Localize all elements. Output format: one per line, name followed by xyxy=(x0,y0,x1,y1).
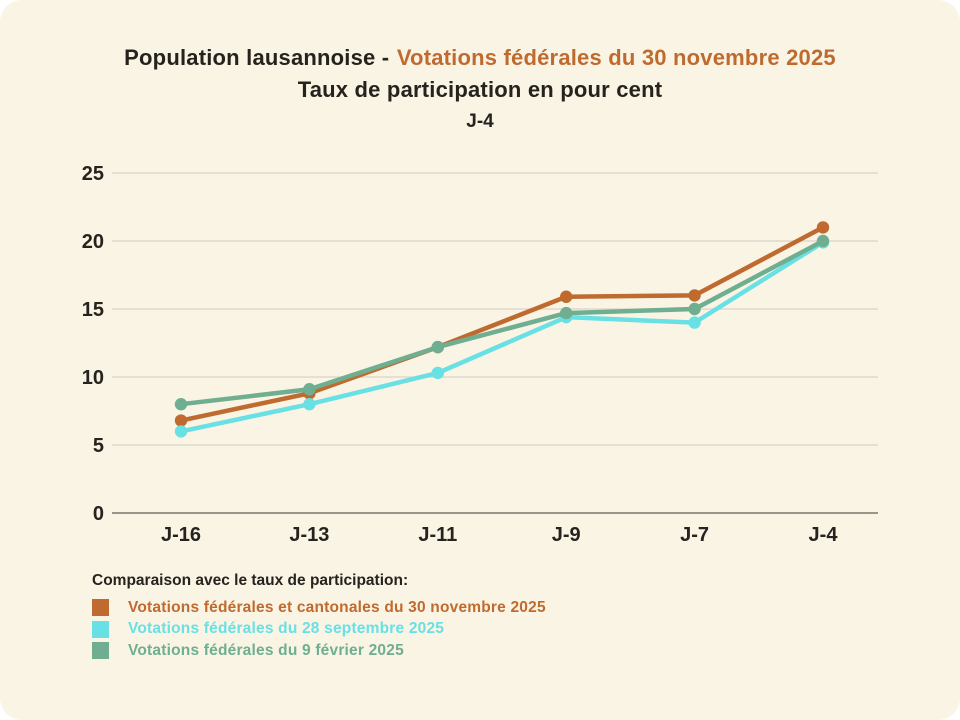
chart-subtitle: Taux de participation en pour cent xyxy=(297,77,663,102)
series-line-2 xyxy=(178,238,826,407)
legend-swatch-cyan xyxy=(92,620,109,638)
data-point xyxy=(174,414,188,427)
data-point xyxy=(688,289,701,302)
legend-title: Comparaison avec le taux de participatio… xyxy=(92,572,409,589)
legend-label: Votations fédérales et cantonales du 30 … xyxy=(128,598,546,616)
data-point xyxy=(303,383,316,396)
y-tick-label: 20 xyxy=(82,231,104,253)
legend-item: Votations fédérales du 28 septembre 2025 xyxy=(92,619,546,641)
data-point xyxy=(688,316,701,329)
data-point xyxy=(816,221,830,234)
data-point xyxy=(174,425,188,438)
legend-item: Votations fédérales du 9 février 2025 xyxy=(92,640,546,662)
data-point xyxy=(816,234,830,248)
x-tick-label: J-13 xyxy=(289,524,329,546)
legend-label: Votations fédérales du 9 février 2025 xyxy=(128,641,404,659)
x-tick-label: J-4 xyxy=(809,524,839,546)
legend-swatch-teal xyxy=(92,642,109,660)
day-annotation: J-4 xyxy=(466,111,494,132)
data-point xyxy=(174,398,188,411)
x-tick-label: J-11 xyxy=(418,524,457,546)
data-point xyxy=(431,340,444,354)
series-line-0 xyxy=(178,225,826,423)
data-point xyxy=(560,290,573,303)
chart-title: Population lausannoise - Votations fédéra… xyxy=(0,42,960,74)
data-point xyxy=(303,398,316,411)
legend-item: Votations fédérales et cantonales du 30 … xyxy=(92,597,546,619)
series-line-1 xyxy=(178,240,826,434)
y-tick-label: 0 xyxy=(93,503,104,525)
data-point xyxy=(688,302,701,316)
x-tick-label: J-7 xyxy=(680,524,709,546)
legend-label: Votations fédérales du 28 septembre 2025 xyxy=(128,620,445,638)
line-chart: 0 5 10 15 20 25 J-16 J-13 J-11 J-9 J-7 J-4 xyxy=(82,163,878,546)
y-tick-label: 25 xyxy=(82,163,104,185)
y-tick-label: 10 xyxy=(82,367,104,389)
chart-header: Population lausannoise - Votations fédéra… xyxy=(0,42,960,136)
data-point xyxy=(560,306,573,320)
legend-swatch-orange xyxy=(92,599,109,617)
x-tick-label: J-9 xyxy=(552,524,581,546)
y-tick-label: 5 xyxy=(93,435,104,457)
y-tick-label: 15 xyxy=(82,299,104,321)
title-dark-part: Population lausannoise - xyxy=(124,45,390,70)
legend: Comparaison avec le taux de participatio… xyxy=(92,571,546,662)
x-tick-label: J-16 xyxy=(161,524,201,546)
data-point xyxy=(431,366,444,380)
title-orange-part: Votations fédérales du 30 novembre 2025 xyxy=(396,45,836,70)
